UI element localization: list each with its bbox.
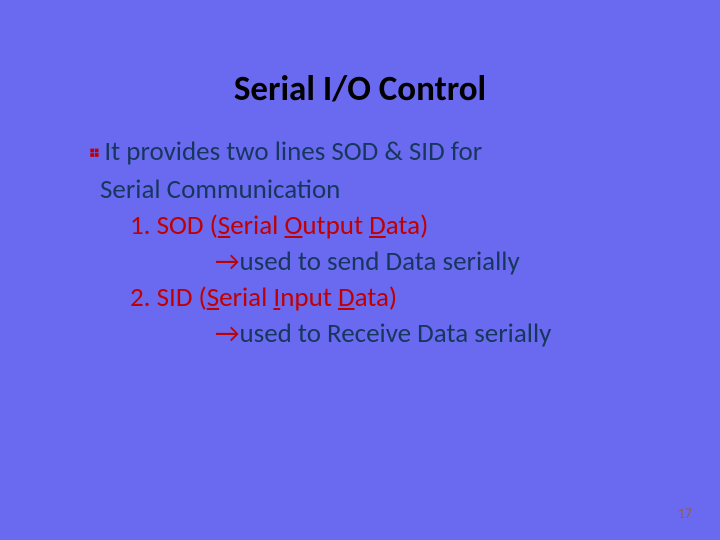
sod-d: D (369, 209, 386, 242)
line-sod-desc: →used to send Data serially (215, 244, 551, 280)
arrow-right-icon: → (215, 245, 239, 278)
sid-d: D (338, 281, 355, 314)
slide-body: ❖It provides two lines SOD & SID for Ser… (86, 134, 551, 352)
sod-post: ata) (386, 209, 429, 242)
sid-s: S (207, 281, 219, 314)
sod-mid1: erial (230, 209, 284, 242)
sid-mid2: nput (280, 281, 338, 314)
line-sod: 1. SOD (Serial Output Data) (130, 208, 551, 244)
sid-desc: used to Receive Data serially (239, 317, 551, 350)
sod-o: O (284, 209, 302, 242)
arrow-right-icon: → (215, 317, 239, 350)
sod-mid2: utput (302, 209, 369, 242)
text-1a: It provides two lines SOD & SID for (104, 135, 482, 168)
sid-mid1: erial (219, 281, 273, 314)
slide-title: Serial I/O Control (0, 0, 720, 110)
sid-post: ata) (355, 281, 398, 314)
sod-s: S (218, 209, 230, 242)
sod-pre: 1. SOD ( (130, 209, 218, 242)
sid-pre: 2. SID ( (130, 281, 207, 314)
bullet-line-1: ❖It provides two lines SOD & SID for (86, 134, 551, 172)
text-1b: Serial Communication (100, 173, 340, 206)
line-sid-desc: →used to Receive Data serially (215, 316, 551, 352)
sod-desc: used to send Data serially (239, 245, 519, 278)
line-sid: 2. SID (Serial Input Data) (130, 280, 551, 316)
bullet-line-1b: Serial Communication (100, 172, 551, 208)
slide: Serial I/O Control ❖It provides two line… (0, 0, 720, 540)
page-number: 17 (678, 505, 692, 522)
